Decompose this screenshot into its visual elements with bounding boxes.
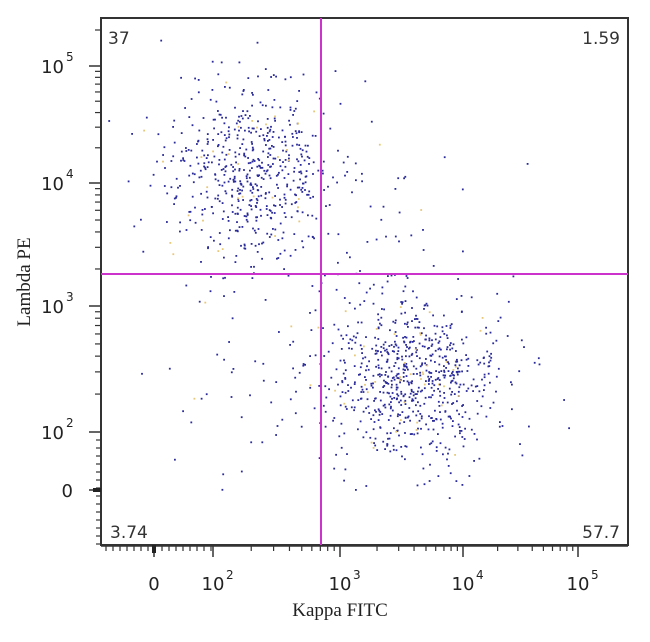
svg-text:10: 10 <box>452 574 475 595</box>
svg-text:10: 10 <box>41 297 64 318</box>
svg-text:5: 5 <box>66 50 74 64</box>
svg-text:4: 4 <box>66 167 74 181</box>
quadrant-label-upper-left: 37 <box>108 29 130 49</box>
quadrant-label-lower-left: 3.74 <box>110 523 148 543</box>
quadrant-label-upper-right: 1.59 <box>582 29 620 49</box>
svg-text:10: 10 <box>202 574 225 595</box>
svg-text:10: 10 <box>329 574 352 595</box>
svg-text:0: 0 <box>148 574 159 595</box>
svg-text:0: 0 <box>62 481 73 502</box>
event-dots <box>108 39 570 499</box>
svg-text:2: 2 <box>226 568 234 582</box>
svg-text:10: 10 <box>41 174 64 195</box>
y-axis-ticks: 10 510 410 310 20 <box>41 29 101 545</box>
svg-text:10: 10 <box>41 423 64 444</box>
plot-frame <box>100 17 629 546</box>
svg-text:3: 3 <box>353 568 361 582</box>
svg-text:3: 3 <box>66 290 74 304</box>
svg-text:10: 10 <box>41 57 64 78</box>
svg-text:2: 2 <box>66 416 74 430</box>
x-axis-ticks: 0 10 2 10 3 10 4 10 5 <box>101 545 628 595</box>
svg-text:4: 4 <box>476 568 484 582</box>
svg-text:10: 10 <box>567 574 590 595</box>
y-axis-title: Lambda PE <box>14 237 35 326</box>
x-axis-title: Kappa FITC <box>292 600 388 621</box>
svg-text:5: 5 <box>591 568 599 582</box>
quadrant-label-lower-right: 57.7 <box>582 523 620 543</box>
